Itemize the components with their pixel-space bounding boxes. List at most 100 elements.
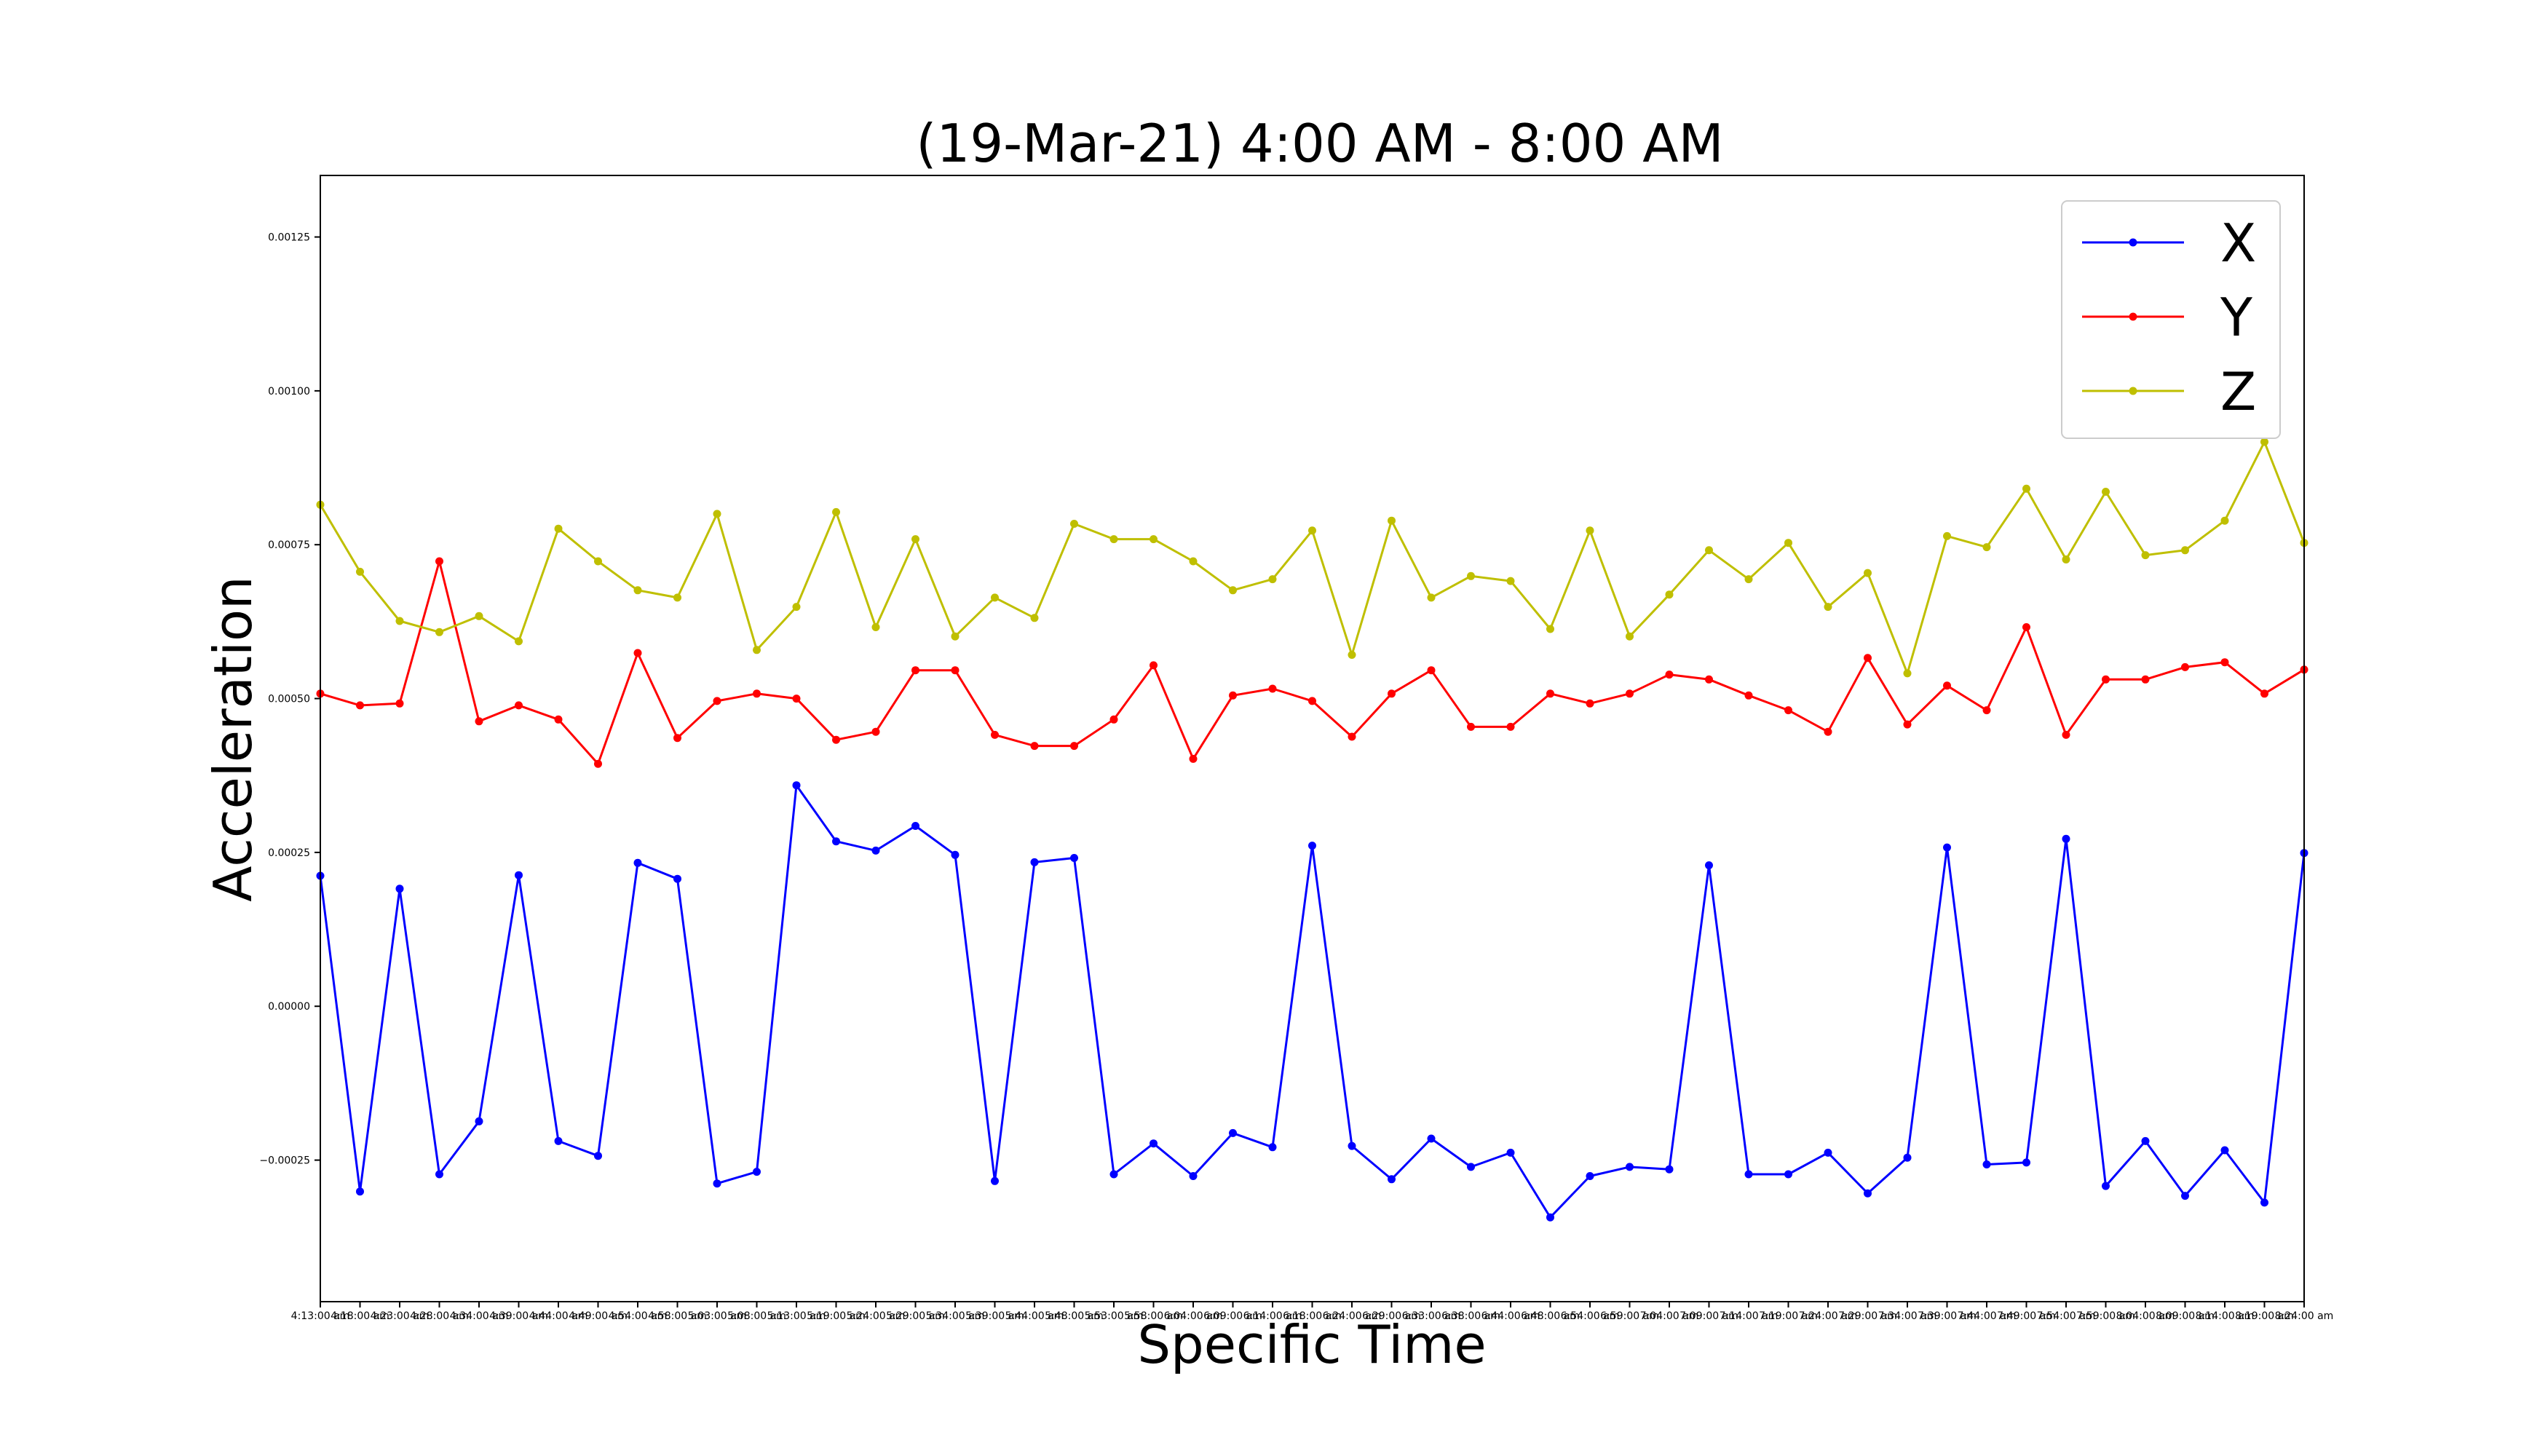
data-point: [633, 586, 642, 595]
data-point: [1070, 520, 1078, 528]
x-tick-label: 4:23:00 am: [371, 1310, 430, 1322]
data-point: [2260, 1198, 2268, 1207]
legend: XYZ: [2061, 200, 2281, 439]
data-point: [515, 701, 523, 710]
data-point: [951, 632, 960, 641]
data-point: [1784, 1170, 1792, 1179]
data-point: [2141, 675, 2150, 684]
data-point: [871, 623, 880, 631]
x-tick-label: 7:44:00 am: [1958, 1310, 2017, 1322]
data-point: [753, 689, 761, 698]
data-point: [832, 507, 840, 516]
plot-area: [316, 438, 2308, 1222]
data-point: [395, 699, 404, 708]
data-point: [1109, 535, 1118, 544]
data-point: [1427, 1134, 1436, 1143]
x-tick-label: 7:29:00 am: [1838, 1310, 1897, 1322]
x-tick-label: 6:38:00 am: [1441, 1310, 1500, 1322]
data-point: [951, 666, 960, 675]
series-line-x: [319, 784, 2306, 1219]
data-point: [1030, 858, 1039, 866]
data-point: [1150, 535, 1158, 544]
data-point: [713, 697, 721, 705]
y-tick-label: 0.00000: [268, 1001, 310, 1013]
data-point: [1308, 526, 1316, 535]
data-point: [871, 727, 880, 736]
data-point: [1943, 843, 1951, 852]
data-point: [1150, 1139, 1158, 1148]
x-tick-label: 5:03:00 am: [688, 1310, 747, 1322]
data-point: [1229, 691, 1237, 700]
data-point: [554, 715, 563, 724]
data-point: [1665, 670, 1674, 679]
data-point: [1784, 539, 1792, 547]
data-point: [594, 557, 602, 566]
plot-frame: [320, 175, 2305, 1302]
data-point: [2022, 484, 2030, 493]
data-point: [2260, 438, 2268, 446]
data-point: [1427, 666, 1436, 675]
x-tick-label: 6:24:00 am: [1323, 1310, 1382, 1322]
y-axis: −0.00025 0.00000 0.00025 0.00050 0.00075 0.00…: [259, 232, 320, 1167]
data-point: [2181, 546, 2189, 555]
legend-item-z: Z: [2082, 361, 2256, 422]
data-point: [2220, 1146, 2229, 1155]
data-point: [1982, 1160, 1991, 1168]
x-tick-label: 4:34:00 am: [450, 1310, 509, 1322]
legend-marker: [2129, 312, 2137, 321]
x-tick-label: 7:49:00 am: [1997, 1310, 2056, 1322]
data-point: [1388, 516, 1396, 525]
x-tick-label: 8:14:00 am: [2196, 1310, 2255, 1322]
x-tick-label: 5:29:00 am: [886, 1310, 945, 1322]
data-point: [1268, 575, 1277, 584]
x-tick-label: 6:29:00 am: [1362, 1310, 1421, 1322]
x-tick-label: 6:18:00 am: [1283, 1310, 1342, 1322]
x-tick-label: 6:33:00 am: [1402, 1310, 1461, 1322]
x-tick-label: 6:14:00 am: [1243, 1310, 1302, 1322]
x-tick-label: 7:04:00 am: [1640, 1310, 1699, 1322]
data-point: [792, 603, 801, 612]
data-point: [1665, 1165, 1674, 1174]
y-tick-label: 0.00050: [268, 694, 310, 705]
data-point: [1070, 742, 1078, 751]
data-point: [832, 735, 840, 744]
data-point: [2220, 516, 2229, 525]
legend-label: Y: [2220, 287, 2253, 348]
x-tick-label: 5:24:00 am: [847, 1310, 906, 1322]
data-point: [1467, 1163, 1475, 1171]
x-tick-label: 4:49:00 am: [569, 1310, 628, 1322]
data-point: [2181, 662, 2189, 671]
x-tick-label: 6:04:00 am: [1164, 1310, 1223, 1322]
legend-marker: [2129, 238, 2137, 247]
data-point: [1189, 754, 1198, 763]
data-point: [871, 846, 880, 855]
x-tick-label: 6:44:00 am: [1481, 1310, 1540, 1322]
series-y: [316, 557, 2308, 768]
series-line-z: [319, 440, 2306, 675]
data-point: [991, 730, 999, 739]
data-point: [1546, 1213, 1554, 1222]
legend-label: Z: [2220, 361, 2256, 422]
data-point: [1070, 854, 1078, 862]
x-tick-label: 4:58:00 am: [648, 1310, 707, 1322]
data-point: [1784, 706, 1792, 715]
data-point: [594, 1152, 602, 1160]
x-axis-label: Specific Time: [1137, 1314, 1486, 1375]
data-point: [1109, 715, 1118, 724]
data-point: [1189, 1172, 1198, 1180]
x-tick-label: 7:54:00 am: [2037, 1310, 2096, 1322]
data-point: [1268, 1143, 1277, 1152]
data-point: [435, 628, 443, 636]
x-tick-label: 6:59:00 am: [1600, 1310, 1659, 1322]
data-point: [1427, 593, 1436, 602]
data-point: [1546, 625, 1554, 633]
x-tick-label: 5:13:00 am: [767, 1310, 826, 1322]
data-point: [713, 510, 721, 518]
x-tick-label: 5:44:00 am: [1005, 1310, 1064, 1322]
x-tick-label: 6:48:00 am: [1521, 1310, 1580, 1322]
x-tick-label: 7:09:00 am: [1679, 1310, 1738, 1322]
x-tick-label: 7:34:00 am: [1878, 1310, 1937, 1322]
x-tick-label: 4:28:00 am: [410, 1310, 469, 1322]
